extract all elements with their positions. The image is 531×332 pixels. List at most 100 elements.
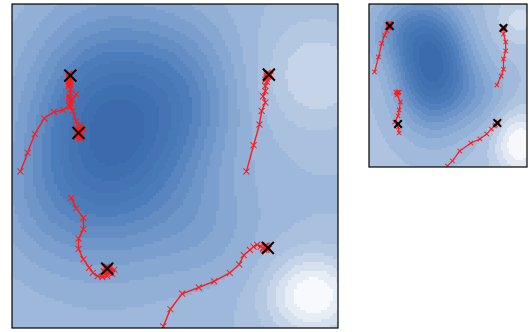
contour-band [288, 271, 301, 275]
contour-band [405, 20, 418, 23]
contour-band [393, 34, 398, 37]
contour-band [192, 148, 205, 152]
contour-band [219, 205, 238, 209]
contour-band [42, 163, 52, 167]
contour-band [409, 74, 414, 77]
contour-band [387, 62, 394, 65]
contour-band [276, 43, 304, 47]
contour-band [18, 16, 46, 20]
contour-band [469, 154, 488, 157]
contour-band [419, 58, 444, 61]
contour-band [411, 16, 434, 19]
contour-band [413, 50, 420, 53]
contour-band [491, 78, 504, 81]
contour-band [439, 96, 452, 99]
contour-band [27, 43, 46, 47]
contour-band [397, 38, 404, 41]
contour-band [72, 46, 91, 50]
contour-band [379, 126, 398, 129]
contour-band [493, 84, 504, 87]
contour-band [515, 106, 527, 109]
contour-band [285, 76, 338, 80]
contour-band [222, 160, 235, 164]
contour-band [132, 154, 148, 158]
contour-band [439, 50, 446, 53]
contour-band [475, 40, 484, 43]
contour-band [249, 97, 262, 101]
contour-band [457, 122, 472, 125]
contour-band [475, 96, 484, 99]
contour-band [497, 16, 510, 19]
contour-band [12, 139, 16, 143]
contour-band [36, 130, 46, 134]
contour-band [144, 133, 157, 137]
contour-band [447, 78, 454, 81]
contour-band [383, 42, 388, 45]
contour-band [51, 196, 64, 200]
contour-band [12, 253, 25, 257]
contour-band [503, 108, 514, 111]
contour-band [397, 42, 404, 45]
contour-band [132, 100, 157, 104]
contour-band [391, 56, 396, 59]
contour-band [297, 304, 331, 308]
contour-band [42, 139, 52, 143]
contour-band [419, 86, 426, 89]
contour-band [171, 214, 196, 218]
contour-band [397, 40, 404, 43]
contour-band [276, 97, 295, 101]
contour-band [267, 298, 277, 302]
contour-band [449, 98, 458, 101]
contour-band [469, 8, 484, 11]
contour-band [120, 190, 145, 194]
contour-band [391, 90, 398, 93]
contour-band [371, 106, 388, 109]
contour-band [75, 13, 175, 17]
contour-band [451, 58, 458, 61]
contour-band [12, 238, 34, 242]
contour-band [467, 94, 476, 97]
contour-band [249, 103, 262, 107]
contour-band [189, 37, 208, 41]
contour-band [369, 138, 386, 141]
contour-band [395, 14, 404, 17]
contour-band [210, 163, 223, 167]
contour-band [36, 115, 46, 119]
contour-band [204, 181, 220, 185]
contour-band [180, 295, 241, 299]
contour-band [237, 298, 256, 302]
contour-band [369, 54, 372, 57]
contour-band [90, 136, 145, 140]
contour-band [469, 26, 478, 29]
contour-band [195, 40, 211, 44]
contour-band [147, 64, 172, 68]
contour-band [213, 73, 226, 77]
contour-band [463, 12, 472, 15]
contour-band [207, 136, 217, 140]
contour-band [445, 40, 450, 43]
contour-band [511, 154, 527, 157]
contour-band [479, 66, 486, 69]
contour-band [51, 157, 61, 161]
contour-band [279, 145, 338, 149]
inset-trajectories [371, 20, 509, 167]
contour-band [12, 271, 52, 275]
contour-band [12, 325, 235, 328]
contour-band [473, 16, 486, 19]
contour-band [330, 43, 338, 47]
contour-band [419, 54, 442, 57]
contour-band [455, 100, 464, 103]
contour-band [147, 202, 166, 206]
contour-band [457, 46, 462, 49]
contour-band [159, 112, 172, 116]
contour-band [387, 78, 394, 81]
contour-band [204, 145, 214, 149]
contour-band [246, 250, 268, 254]
contour-band [403, 96, 410, 99]
contour-band [401, 74, 406, 77]
contour-band [189, 133, 199, 137]
contour-band [21, 94, 34, 98]
contour-band [377, 50, 386, 53]
contour-band [12, 124, 16, 128]
contour-band [377, 120, 394, 123]
